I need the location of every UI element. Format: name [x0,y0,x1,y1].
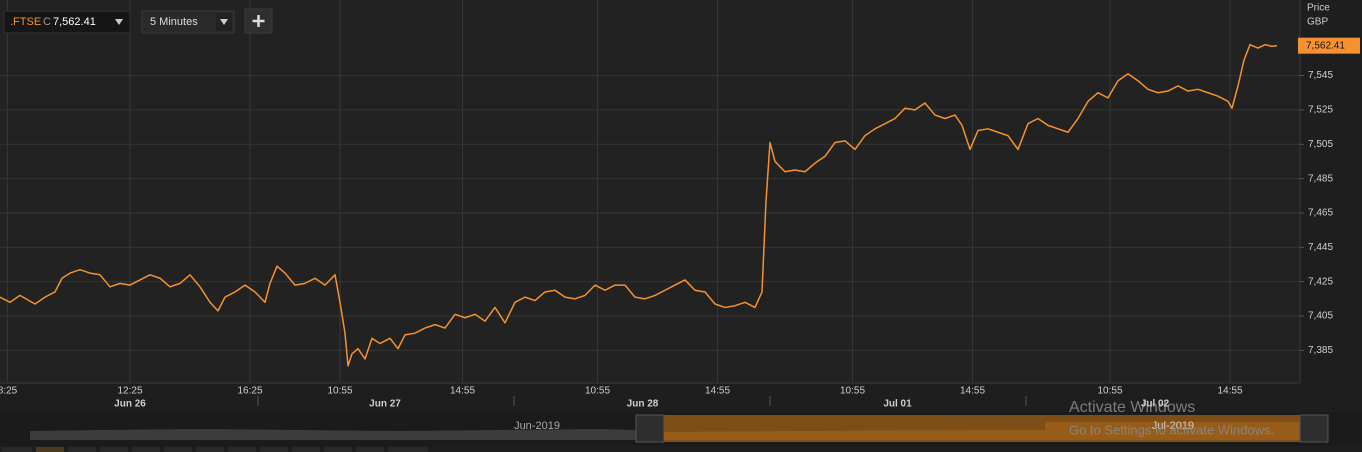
y-tick-label: 7,465 [1308,208,1333,219]
symbol-box[interactable] [3,10,131,34]
day-separators [257,396,1027,406]
navigator-silhouette [30,429,636,440]
x-tick-label: 14:55 [960,386,985,397]
interval-box[interactable] [141,10,235,34]
y-tick-label: 7,485 [1308,173,1333,184]
last-price-tag [1298,37,1360,54]
interval: 5 Minutes [150,16,198,28]
date-label: Jul 02 [1141,399,1170,410]
x-tick-label: 14:55 [705,386,730,397]
grid [0,0,1300,383]
quote: 7,562.41 [53,16,96,28]
x-tick-label: 14:55 [1217,386,1242,397]
dropdown-arrow[interactable] [220,19,228,25]
x-tick-label: 10:55 [585,386,610,397]
currency: GBP [1307,17,1328,28]
y-tick-label: 7,545 [1308,70,1333,81]
y-tick-label: 7,445 [1308,242,1333,253]
footer-buttons [2,447,428,452]
x-tick-label: 12:25 [117,386,142,397]
navigator-label: Jul-2019 [1152,420,1194,432]
plot-area [0,0,1300,383]
y-tick-label: 7,405 [1308,311,1333,322]
watermark-title: Activate Windows [1069,399,1195,416]
y-tick-label: 7,525 [1308,105,1333,116]
x-tick-label: 10:55 [327,386,352,397]
symbol: .FTSE [10,16,41,28]
last-price-label: 7,562.41 [1306,40,1345,51]
date-label: Jun 27 [369,399,401,410]
plus-icon [252,15,265,27]
x-tick-label: 10:55 [1097,386,1122,397]
navigator-label: Jun-2019 [514,420,560,432]
navigator-handle[interactable] [1299,414,1329,443]
y-tick-label: 7,425 [1308,276,1333,287]
quote-type: C [43,16,51,28]
y-tick-label: 7,385 [1308,345,1333,356]
date-label: Jul 01 [883,399,912,410]
y-tick-label: 7,505 [1308,139,1333,150]
dropdown-arrow[interactable] [115,19,123,25]
x-tick-label: 14:55 [450,386,475,397]
x-tick-label: 8:25 [0,386,18,397]
x-tick-label: 16:25 [237,386,262,397]
y-axis-title: Price [1307,3,1330,14]
watermark-subtitle: Go to Settings to activate Windows. [1069,422,1274,437]
navigator-handle[interactable] [635,414,665,443]
x-tick-label: 10:55 [840,386,865,397]
date-label: Jun 26 [114,399,146,410]
date-label: Jun 28 [627,399,659,410]
navigator-selection-silhouette [664,422,1300,440]
price-line [0,43,1278,367]
